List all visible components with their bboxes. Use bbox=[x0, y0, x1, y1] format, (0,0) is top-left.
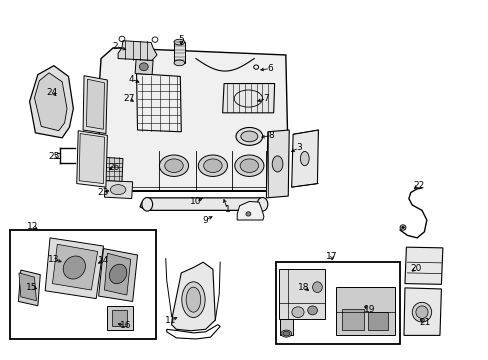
Text: 22: 22 bbox=[412, 181, 423, 190]
Ellipse shape bbox=[291, 307, 304, 318]
Text: 20: 20 bbox=[409, 264, 421, 273]
Ellipse shape bbox=[186, 287, 201, 312]
Bar bbox=[174, 42, 184, 63]
Ellipse shape bbox=[110, 185, 125, 195]
Polygon shape bbox=[83, 76, 107, 134]
Polygon shape bbox=[135, 59, 153, 75]
Polygon shape bbox=[222, 84, 274, 113]
Polygon shape bbox=[79, 134, 104, 184]
Polygon shape bbox=[171, 262, 215, 331]
Ellipse shape bbox=[307, 306, 317, 315]
Text: 7: 7 bbox=[263, 94, 269, 103]
Ellipse shape bbox=[272, 156, 283, 172]
Polygon shape bbox=[99, 249, 137, 301]
Text: 27: 27 bbox=[123, 94, 134, 103]
Text: 1: 1 bbox=[224, 205, 230, 214]
Ellipse shape bbox=[159, 155, 188, 176]
Bar bbox=[112, 310, 126, 327]
Ellipse shape bbox=[257, 198, 267, 211]
Ellipse shape bbox=[245, 212, 250, 216]
Polygon shape bbox=[136, 73, 181, 132]
Ellipse shape bbox=[241, 131, 257, 142]
Ellipse shape bbox=[240, 159, 258, 172]
Polygon shape bbox=[77, 131, 107, 187]
Bar bbox=[276, 262, 399, 344]
Text: 5: 5 bbox=[178, 35, 184, 44]
Polygon shape bbox=[101, 155, 111, 184]
Polygon shape bbox=[104, 253, 130, 295]
Bar bbox=[368, 312, 387, 330]
Text: 14: 14 bbox=[98, 256, 109, 265]
Polygon shape bbox=[404, 247, 442, 284]
Polygon shape bbox=[52, 244, 98, 290]
Ellipse shape bbox=[203, 159, 222, 172]
Text: 8: 8 bbox=[268, 131, 274, 140]
Text: 17: 17 bbox=[325, 252, 337, 261]
Polygon shape bbox=[335, 287, 394, 336]
Ellipse shape bbox=[198, 155, 227, 176]
Ellipse shape bbox=[283, 331, 289, 336]
Ellipse shape bbox=[281, 330, 291, 337]
Polygon shape bbox=[34, 73, 67, 131]
Polygon shape bbox=[86, 79, 104, 129]
Polygon shape bbox=[98, 48, 287, 191]
Ellipse shape bbox=[63, 256, 85, 279]
Polygon shape bbox=[19, 273, 36, 301]
Ellipse shape bbox=[312, 282, 322, 293]
Ellipse shape bbox=[234, 155, 264, 176]
Text: 10: 10 bbox=[190, 197, 201, 206]
Text: 3: 3 bbox=[295, 143, 301, 152]
Text: 23: 23 bbox=[98, 188, 109, 197]
Polygon shape bbox=[291, 130, 318, 187]
Text: 16: 16 bbox=[120, 321, 131, 330]
Ellipse shape bbox=[236, 127, 262, 145]
Bar bbox=[10, 230, 156, 339]
Polygon shape bbox=[237, 202, 264, 220]
Ellipse shape bbox=[164, 159, 183, 172]
Text: 19: 19 bbox=[363, 305, 374, 314]
Ellipse shape bbox=[415, 306, 427, 319]
Ellipse shape bbox=[182, 282, 204, 318]
Polygon shape bbox=[104, 181, 132, 199]
Polygon shape bbox=[30, 66, 73, 138]
Text: 21: 21 bbox=[419, 318, 430, 327]
Ellipse shape bbox=[401, 226, 404, 229]
Polygon shape bbox=[279, 316, 292, 336]
Polygon shape bbox=[45, 238, 103, 298]
Text: 11: 11 bbox=[164, 315, 176, 324]
Ellipse shape bbox=[109, 264, 126, 284]
Text: 6: 6 bbox=[267, 64, 273, 73]
Text: 15: 15 bbox=[26, 283, 37, 292]
Ellipse shape bbox=[142, 198, 152, 211]
Text: 9: 9 bbox=[203, 216, 208, 225]
Text: 12: 12 bbox=[27, 222, 39, 231]
Polygon shape bbox=[140, 198, 266, 210]
Ellipse shape bbox=[300, 152, 308, 166]
Polygon shape bbox=[19, 270, 40, 306]
Polygon shape bbox=[278, 269, 324, 319]
Text: 4: 4 bbox=[129, 75, 134, 84]
Polygon shape bbox=[118, 41, 157, 60]
Text: 13: 13 bbox=[48, 255, 60, 264]
Ellipse shape bbox=[174, 60, 184, 66]
Ellipse shape bbox=[174, 39, 184, 45]
Text: 18: 18 bbox=[298, 283, 309, 292]
Ellipse shape bbox=[411, 302, 431, 322]
Ellipse shape bbox=[139, 63, 148, 71]
Polygon shape bbox=[95, 157, 122, 182]
Polygon shape bbox=[403, 288, 441, 336]
Polygon shape bbox=[107, 306, 132, 330]
Bar bbox=[341, 309, 363, 330]
Text: 25: 25 bbox=[48, 152, 60, 161]
Text: 24: 24 bbox=[47, 88, 58, 97]
Text: 2: 2 bbox=[113, 41, 118, 50]
Polygon shape bbox=[266, 130, 288, 198]
Text: 26: 26 bbox=[108, 163, 120, 172]
